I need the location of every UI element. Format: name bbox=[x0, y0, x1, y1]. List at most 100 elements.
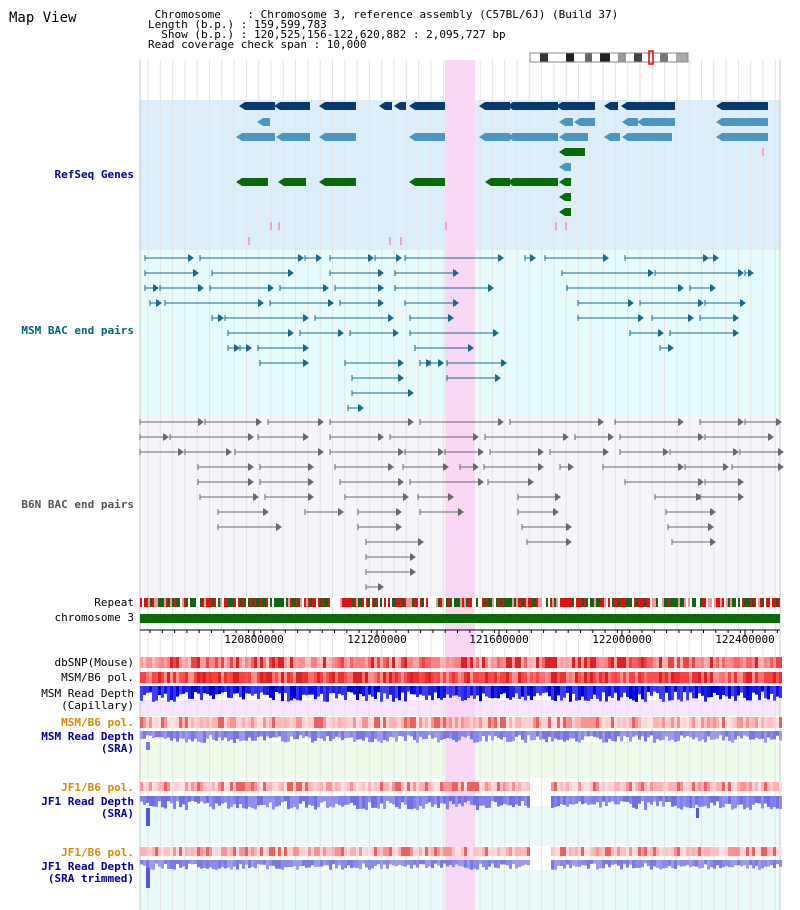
heatmap-cell bbox=[398, 672, 401, 683]
read-depth-bar bbox=[338, 860, 341, 866]
read-depth-bar bbox=[386, 686, 389, 699]
read-depth-bar bbox=[242, 860, 245, 869]
repeat-bar bbox=[774, 598, 776, 607]
read-depth-bar bbox=[515, 796, 518, 805]
track-label-b6n-bac[interactable]: B6N BAC end pairs bbox=[21, 498, 134, 511]
heatmap-cell bbox=[689, 657, 692, 668]
read-depth-bar bbox=[413, 731, 416, 740]
heatmap-cell bbox=[278, 717, 281, 728]
repeat-bar bbox=[190, 598, 192, 607]
heatmap-cell bbox=[347, 847, 350, 856]
repeat-bar bbox=[270, 598, 272, 607]
heatmap-cell bbox=[623, 847, 626, 856]
read-depth-bar bbox=[389, 731, 392, 737]
heatmap-cell bbox=[317, 847, 320, 856]
read-depth-bar bbox=[722, 860, 725, 868]
heatmap-cell bbox=[497, 847, 500, 856]
repeat-bar bbox=[658, 598, 660, 607]
heatmap-cell bbox=[176, 657, 179, 668]
repeat-bar bbox=[452, 598, 454, 607]
heatmap-cell bbox=[755, 672, 758, 683]
repeat-bar bbox=[672, 598, 674, 607]
bac-end-arrow bbox=[246, 344, 252, 352]
heatmap-cell bbox=[635, 672, 638, 683]
track-label-chromosome: chromosome 3 bbox=[54, 611, 134, 624]
ideogram-band bbox=[566, 53, 574, 62]
bac-end-arrow bbox=[323, 284, 329, 292]
read-depth-bar bbox=[635, 731, 638, 736]
heatmap-cell bbox=[164, 672, 167, 683]
heatmap-cell bbox=[752, 717, 755, 728]
read-depth-bar bbox=[212, 796, 215, 810]
heatmap-cell bbox=[626, 717, 629, 728]
heatmap-cell bbox=[263, 782, 266, 791]
read-depth-bar bbox=[332, 731, 335, 739]
heatmap-cell bbox=[356, 847, 359, 856]
heatmap-cell bbox=[344, 782, 347, 791]
heatmap-cell bbox=[527, 657, 530, 668]
repeat-bar bbox=[758, 598, 760, 607]
heatmap-cell bbox=[569, 672, 572, 683]
heatmap-cell bbox=[506, 717, 509, 728]
heatmap-cell bbox=[326, 672, 329, 683]
read-depth-bar bbox=[665, 796, 668, 802]
heatmap-cell bbox=[536, 657, 539, 668]
heatmap-cell bbox=[524, 657, 527, 668]
read-depth-bar bbox=[551, 796, 554, 808]
heatmap-cell bbox=[140, 847, 143, 856]
heatmap-cell bbox=[647, 782, 650, 791]
heatmap-cell bbox=[548, 672, 551, 683]
heatmap-cell bbox=[296, 717, 299, 728]
bac-end-arrow bbox=[498, 418, 504, 426]
heatmap-cell bbox=[722, 847, 725, 856]
read-depth-bar bbox=[662, 860, 665, 869]
heatmap-cell bbox=[554, 672, 557, 683]
gene-strand-arrow bbox=[507, 102, 513, 110]
heatmap-cell bbox=[467, 657, 470, 668]
track-label-refseq[interactable]: RefSeq Genes bbox=[54, 168, 134, 181]
repeat-bar bbox=[208, 598, 210, 607]
heatmap-cell bbox=[548, 717, 551, 728]
heatmap-cell bbox=[500, 672, 503, 683]
ideogram-band bbox=[610, 53, 618, 62]
read-depth-bar bbox=[719, 686, 722, 700]
read-depth-bar bbox=[491, 686, 494, 699]
heatmap-cell bbox=[707, 717, 710, 728]
repeat-bar bbox=[518, 598, 520, 607]
read-depth-bar bbox=[515, 686, 518, 694]
read-depth-bar bbox=[602, 686, 605, 693]
heatmap-cell bbox=[437, 717, 440, 728]
heatmap-cell bbox=[719, 672, 722, 683]
chromosome-line: Chromosome : Chromosome 3, reference ass… bbox=[148, 8, 619, 21]
bac-end-arrow bbox=[555, 493, 561, 501]
repeat-bar bbox=[738, 598, 740, 607]
heatmap-cell bbox=[569, 847, 572, 856]
read-depth-bar bbox=[284, 860, 287, 868]
heatmap-cell bbox=[215, 672, 218, 683]
read-depth-bar bbox=[167, 686, 170, 702]
heatmap-cell bbox=[380, 717, 383, 728]
read-depth-bar bbox=[587, 796, 590, 806]
repeat-bar bbox=[144, 598, 146, 607]
heatmap-cell bbox=[551, 672, 554, 683]
read-depth-bar bbox=[515, 860, 518, 869]
read-depth-bar bbox=[200, 731, 203, 743]
track-label-msm-bac[interactable]: MSM BAC end pairs bbox=[21, 324, 134, 337]
repeat-bar bbox=[394, 598, 396, 607]
heatmap-cell bbox=[176, 782, 179, 791]
heatmap-cell bbox=[731, 717, 734, 728]
heatmap-cell bbox=[338, 847, 341, 856]
read-depth-bar bbox=[605, 796, 608, 807]
heatmap-cell bbox=[758, 657, 761, 668]
heatmap-cell bbox=[212, 717, 215, 728]
bac-end-arrow bbox=[628, 299, 634, 307]
read-depth-bar bbox=[344, 731, 347, 739]
heatmap-cell bbox=[743, 847, 746, 856]
read-depth-bar bbox=[152, 731, 155, 739]
gene-exon bbox=[565, 208, 571, 216]
gene-exon bbox=[415, 133, 445, 141]
heatmap-cell bbox=[632, 847, 635, 856]
heatmap-cell bbox=[527, 782, 530, 791]
repeat-bar bbox=[194, 598, 196, 607]
